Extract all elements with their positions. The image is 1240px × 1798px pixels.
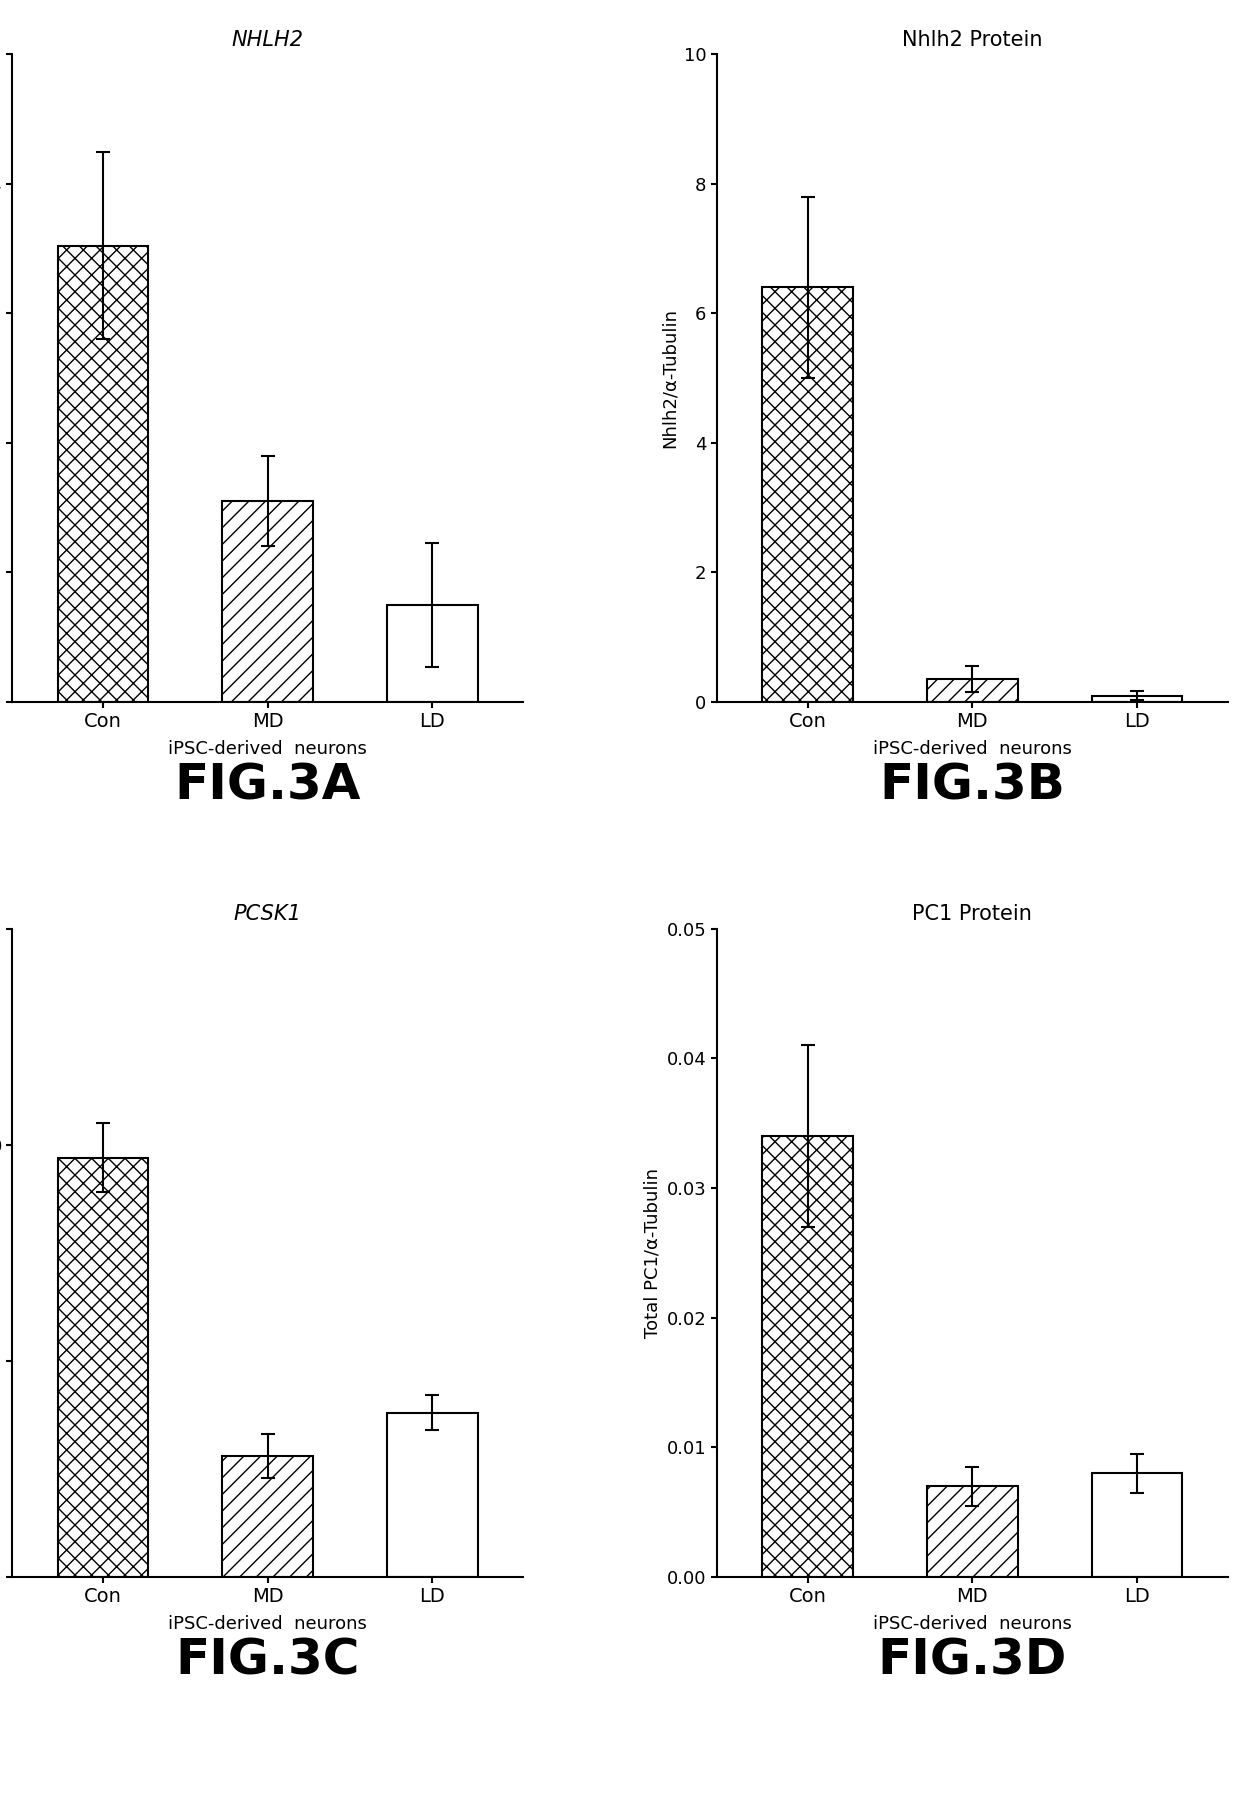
Bar bbox=[58, 1158, 149, 1577]
Bar bbox=[928, 680, 1018, 701]
X-axis label: iPSC-derived  neurons: iPSC-derived neurons bbox=[169, 1615, 367, 1633]
X-axis label: iPSC-derived  neurons: iPSC-derived neurons bbox=[169, 739, 367, 757]
Text: FIG.3A: FIG.3A bbox=[175, 761, 361, 809]
Title: Nhlh2 Protein: Nhlh2 Protein bbox=[901, 29, 1043, 50]
Title: PC1 Protein: PC1 Protein bbox=[913, 904, 1032, 924]
Text: FIG.3D: FIG.3D bbox=[878, 1636, 1066, 1685]
Bar bbox=[1091, 696, 1182, 701]
Bar bbox=[763, 288, 853, 701]
Bar bbox=[222, 502, 312, 701]
Bar bbox=[387, 604, 477, 701]
Bar bbox=[1091, 1473, 1182, 1577]
Bar bbox=[58, 246, 149, 701]
Y-axis label: Total PC1/α-Tubulin: Total PC1/α-Tubulin bbox=[644, 1169, 661, 1338]
Title: NHLH2: NHLH2 bbox=[232, 29, 304, 50]
X-axis label: iPSC-derived  neurons: iPSC-derived neurons bbox=[873, 1615, 1071, 1633]
X-axis label: iPSC-derived  neurons: iPSC-derived neurons bbox=[873, 739, 1071, 757]
Bar bbox=[928, 1487, 1018, 1577]
Bar bbox=[387, 1413, 477, 1577]
Text: FIG.3C: FIG.3C bbox=[175, 1636, 360, 1685]
Y-axis label: Nhlh2/α-Tubulin: Nhlh2/α-Tubulin bbox=[661, 307, 678, 448]
Bar bbox=[763, 1136, 853, 1577]
Title: PCSK1: PCSK1 bbox=[234, 904, 301, 924]
Text: FIG.3B: FIG.3B bbox=[879, 761, 1065, 809]
Bar bbox=[222, 1456, 312, 1577]
